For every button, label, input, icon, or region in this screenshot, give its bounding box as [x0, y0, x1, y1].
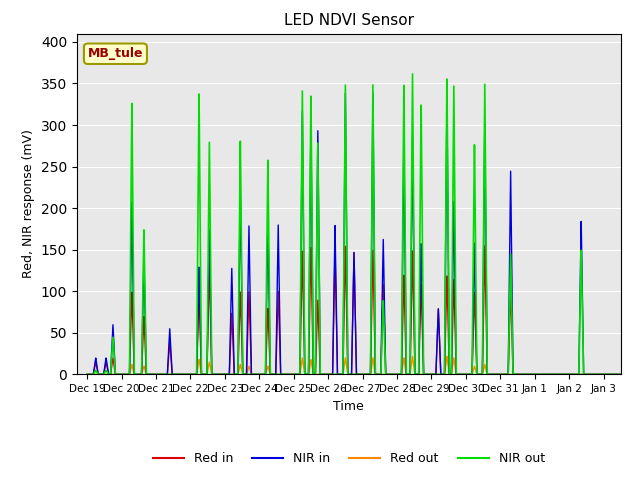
- Red in: [403, 372, 411, 377]
- NIR out: [287, 372, 295, 377]
- Red out: [83, 372, 91, 377]
- NIR in: [369, 90, 377, 96]
- NIR out: [409, 71, 417, 77]
- Red out: [287, 372, 295, 377]
- Red in: [430, 372, 438, 377]
- NIR in: [180, 372, 188, 377]
- Red in: [617, 372, 625, 377]
- NIR in: [403, 372, 411, 377]
- NIR out: [83, 372, 91, 377]
- NIR out: [403, 372, 411, 377]
- NIR in: [617, 372, 625, 377]
- Legend: Red in, NIR in, Red out, NIR out: Red in, NIR in, Red out, NIR out: [148, 447, 550, 470]
- Red in: [481, 243, 488, 249]
- NIR out: [481, 157, 489, 163]
- Title: LED NDVI Sensor: LED NDVI Sensor: [284, 13, 414, 28]
- NIR in: [83, 372, 91, 377]
- Red out: [522, 372, 530, 377]
- Line: Red out: Red out: [87, 356, 621, 374]
- NIR out: [617, 372, 625, 377]
- Line: NIR out: NIR out: [87, 74, 621, 374]
- NIR out: [180, 372, 188, 377]
- Text: MB_tule: MB_tule: [88, 47, 143, 60]
- Line: Red in: Red in: [87, 246, 621, 374]
- Red out: [409, 353, 417, 359]
- Red in: [287, 372, 295, 377]
- Red in: [481, 276, 489, 282]
- NIR out: [431, 372, 438, 377]
- NIR out: [522, 372, 530, 377]
- NIR in: [481, 185, 489, 191]
- Red out: [481, 364, 489, 370]
- Line: NIR in: NIR in: [87, 93, 621, 374]
- X-axis label: Time: Time: [333, 400, 364, 413]
- Red in: [180, 372, 188, 377]
- Red out: [431, 372, 438, 377]
- NIR in: [287, 372, 295, 377]
- NIR in: [522, 372, 530, 377]
- Red in: [83, 372, 91, 377]
- Red in: [522, 372, 530, 377]
- Red out: [617, 372, 625, 377]
- Red out: [403, 372, 411, 377]
- Red out: [180, 372, 188, 377]
- NIR in: [431, 372, 438, 377]
- Y-axis label: Red, NIR response (mV): Red, NIR response (mV): [22, 130, 35, 278]
